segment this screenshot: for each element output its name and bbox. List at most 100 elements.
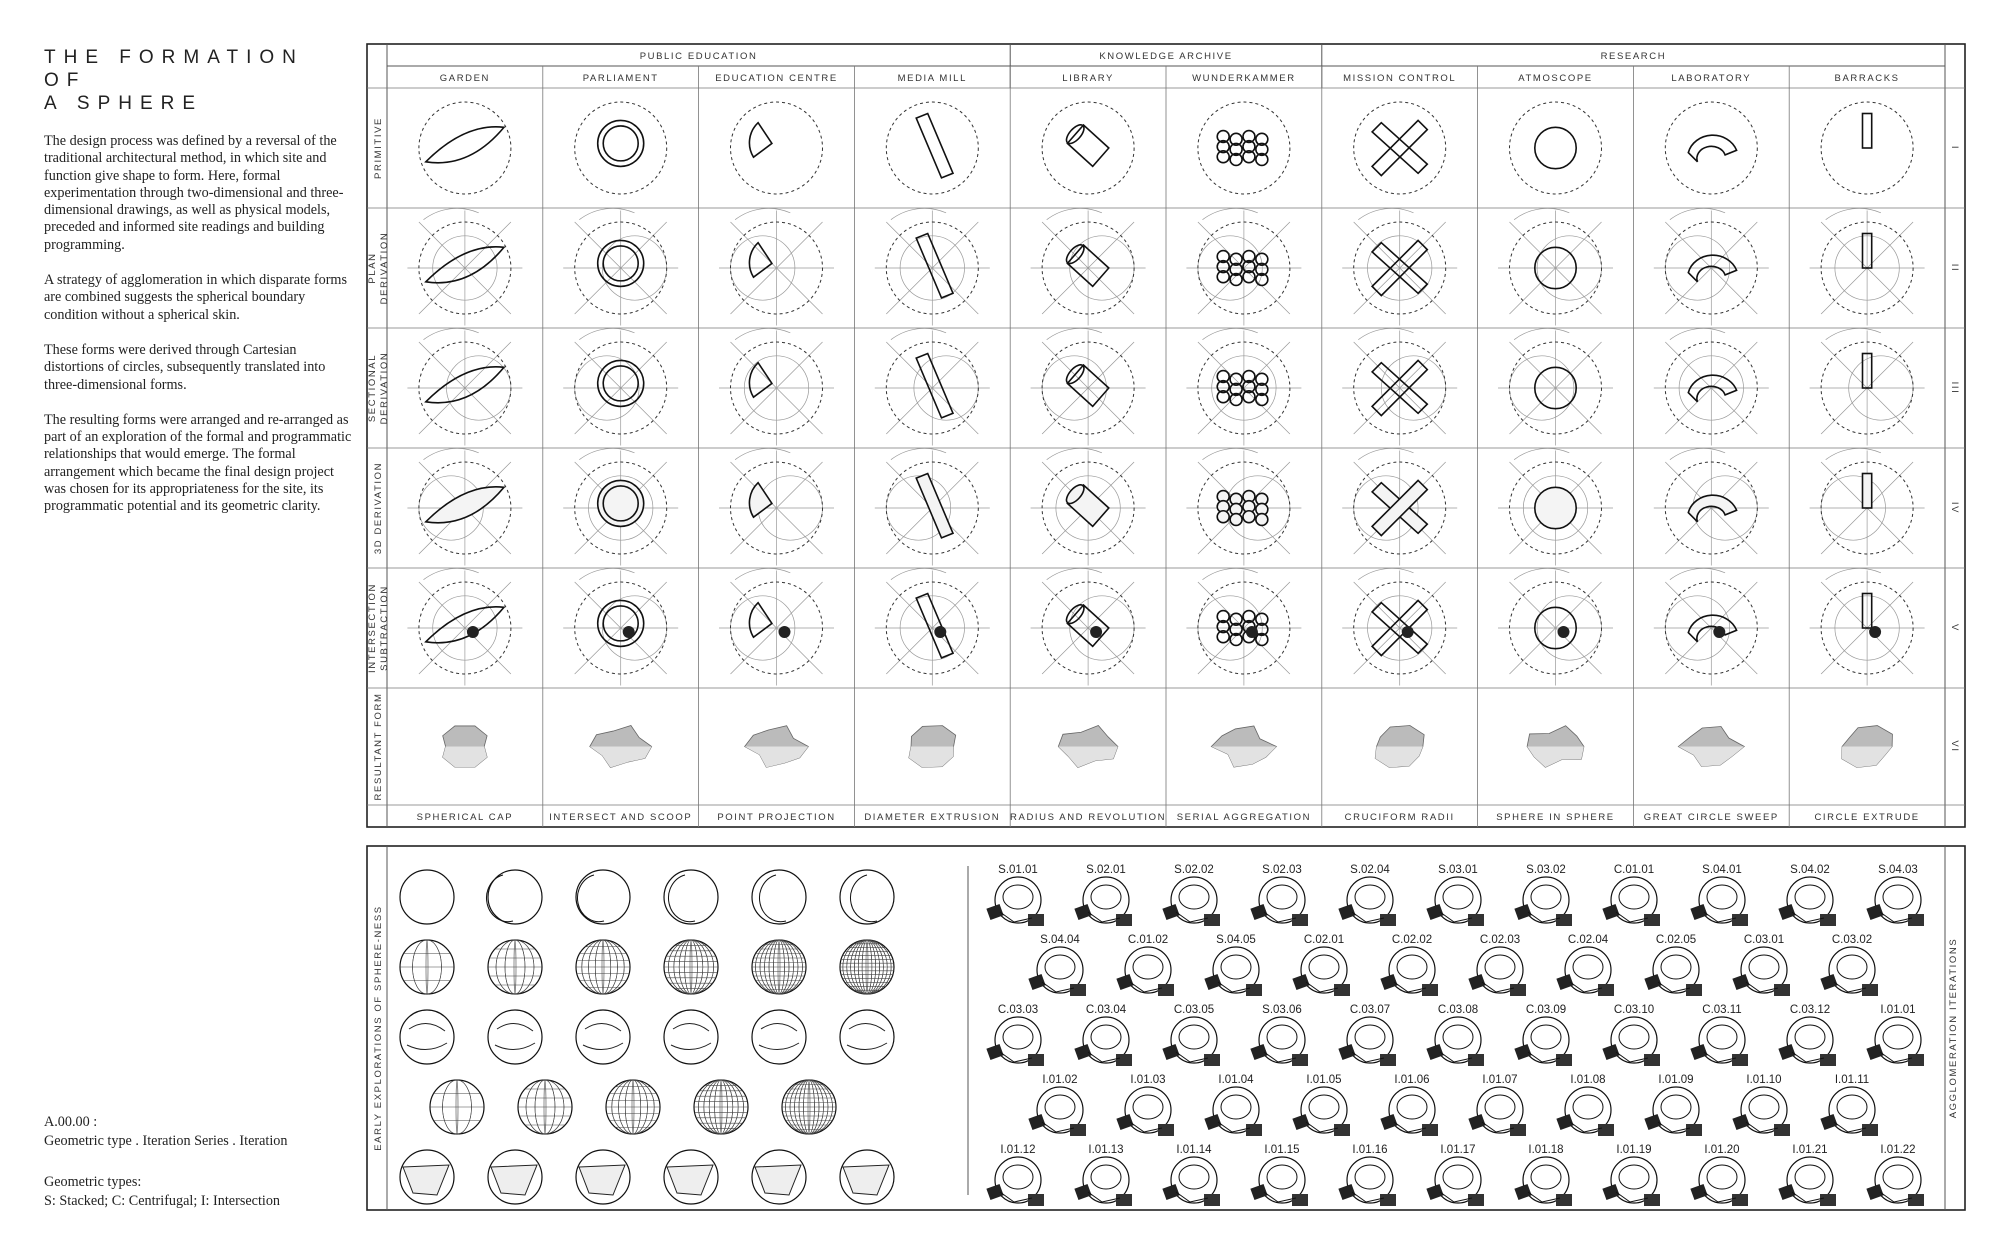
iteration: I.01.15 [1250,1144,1308,1206]
iteration-label: C.03.03 [998,1004,1038,1016]
iteration-block [1774,984,1790,996]
boundary-circle [1041,461,1135,555]
boundary-circle [1197,581,1291,675]
iteration-sphere [1786,1016,1834,1064]
sphere-outline [575,1009,631,1065]
form-lens [424,126,506,164]
iteration-ring [1002,1024,1034,1050]
iteration-label: C.03.11 [1702,1004,1741,1016]
construction-circle [1834,235,1900,301]
cell-drawing [418,101,512,195]
iteration-label: C.03.09 [1526,1004,1566,1016]
iteration: I.01.18 [1514,1144,1572,1206]
boundary-circle [1820,461,1914,555]
intro-column: THE FORMATION OF A SPHERE The design pro… [44,46,354,534]
form-circle [1534,486,1578,530]
iteration-ring [1396,1094,1428,1120]
sphere-study [399,939,455,995]
iteration-detail [1175,911,1209,923]
construction-line [1353,581,1446,675]
form-cell [1229,632,1243,647]
derivation-arrow [890,208,947,220]
form-ring [602,245,639,282]
iteration-label: I.01.02 [1042,1074,1077,1086]
model-highlight [1678,746,1745,767]
iteration: S.03.02 [1514,864,1572,926]
cell-drawing [563,568,679,686]
iteration: I.01.16 [1338,1144,1396,1206]
iteration-label: I.01.10 [1746,1074,1781,1086]
form-ring [596,239,645,288]
iteration-block [1292,1113,1310,1131]
sphere-study [399,1009,455,1065]
iteration-block [1862,1124,1878,1136]
form-cross-arm [1370,359,1429,417]
boundary-circle [574,461,668,555]
iteration-label: I.01.08 [1570,1074,1605,1086]
cell-drawing [574,101,668,195]
iteration-ring [1308,1094,1340,1120]
iteration-ring [1836,954,1868,980]
iteration-sphere [1740,1086,1788,1134]
iteration-block [1690,903,1708,921]
sphere-meridian [611,1079,655,1135]
form-arc [1687,374,1738,403]
iteration-sphere [1522,876,1570,924]
iteration-block [1422,1124,1438,1136]
iteration-sphere [1124,1086,1172,1134]
subtraction-mark [1713,626,1726,638]
sphere-study [839,939,895,995]
column-footer: RADIUS AND REVOLUTION [1010,812,1166,823]
form-cylinder-cap [1065,484,1085,505]
form-cell [1255,262,1269,277]
form-rect [1861,352,1873,389]
iteration-sphere [1476,946,1524,994]
iteration: I.01.03 [1116,1074,1174,1136]
iteration-block [1644,1194,1660,1206]
iteration: I.01.22 [1866,1144,1924,1206]
boundary-circle [730,581,823,675]
cell-drawing [908,725,957,768]
iteration-block [1338,1043,1356,1061]
boundary-circle [1664,221,1758,315]
form-cell [1229,132,1243,147]
iteration-block [1866,1183,1884,1201]
derivation-arrow [1513,208,1570,220]
cell-drawing [730,101,823,195]
iteration-sphere [1786,1156,1834,1204]
column-footer: SPHERICAL CAP [417,812,513,823]
form-lens [424,606,506,644]
cell-drawing [1809,568,1925,686]
iteration-detail [1879,1191,1913,1203]
iteration-block [1686,1124,1702,1136]
sphere-study [751,939,807,995]
derivation-arrow [734,568,791,580]
cell-drawing [719,568,834,686]
iteration-detail [1615,1191,1649,1203]
cell-drawing [874,208,990,326]
row-numeral-text: IV [1949,502,1960,514]
iteration-ring [1442,1024,1474,1050]
iteration: C.02.01 [1292,934,1350,996]
iteration-label: I.01.18 [1528,1144,1563,1156]
iteration-sphere [1388,1086,1436,1134]
form-cell [1216,389,1230,404]
iteration-detail [1745,1121,1779,1133]
boundary-circle [1509,461,1602,555]
cell-drawing [1498,448,1613,566]
cell-drawing [563,208,679,326]
iteration-ring [1090,1164,1122,1190]
form-cell [1255,272,1269,287]
subtraction-mark [1245,626,1258,638]
iteration-block [1644,973,1662,991]
iteration-sphere [1082,1016,1130,1064]
boundary-circle [730,461,823,555]
cell-drawing [1374,725,1425,768]
form-circle [1534,126,1578,170]
iteration-ring [1572,954,1604,980]
derivation-arrow [423,448,479,460]
iteration-detail [1439,1051,1473,1063]
column-header: MISSION CONTROL [1343,73,1456,84]
sphere-outline [663,869,719,925]
